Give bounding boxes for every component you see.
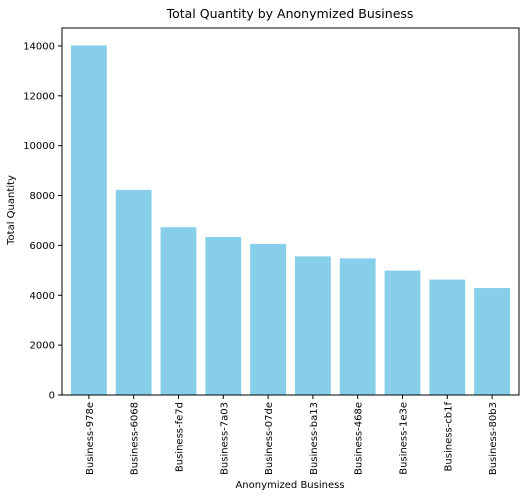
plot-frame <box>61 27 520 396</box>
x-tick-label: Business-7a03 <box>219 402 230 475</box>
y-tick-label: 14000 <box>23 41 55 52</box>
x-tick-label: Business-468e <box>354 402 365 475</box>
bar-business-fe7d <box>160 227 197 395</box>
bar-business-468e <box>339 258 376 395</box>
y-tick-label: 0 <box>49 391 55 402</box>
y-tick-label: 8000 <box>30 191 55 202</box>
x-tick-label: Business-cb1f <box>443 402 454 472</box>
x-tick-label: Business-6068 <box>130 402 141 475</box>
x-tick-label: Business-1e3e <box>399 402 410 475</box>
bar-business-ba13 <box>294 256 331 395</box>
bars-layer <box>70 45 511 395</box>
y-tick-label: 4000 <box>30 291 55 302</box>
y-axis-ticks: 0 2000 4000 6000 8000 10000 12000 14000 <box>23 41 62 402</box>
y-tick-label: 2000 <box>30 341 55 352</box>
x-axis-ticks: Business-978e Business-6068 Business-fe7d B… <box>85 395 499 475</box>
bar-business-7a03 <box>205 236 242 395</box>
bar-business-1e3e <box>384 270 421 395</box>
chart-title: Total Quantity by Anonymized Business <box>166 6 414 21</box>
y-axis-label: Total Quantity <box>6 175 17 246</box>
bar-business-978e <box>70 45 107 395</box>
y-tick-label: 12000 <box>23 91 55 102</box>
bar-business-6068 <box>115 189 152 395</box>
bar-business-80b3 <box>474 288 511 395</box>
y-tick-label: 6000 <box>30 241 55 252</box>
x-tick-label: Business-80b3 <box>488 402 499 475</box>
x-tick-label: Business-978e <box>85 402 96 475</box>
x-tick-label: Business-ba13 <box>309 402 320 475</box>
x-tick-label: Business-07de <box>264 402 275 475</box>
bar-business-07de <box>250 243 287 395</box>
y-tick-label: 10000 <box>23 141 55 152</box>
x-tick-label: Business-fe7d <box>174 402 185 472</box>
x-axis-label: Anonymized Business <box>235 480 344 491</box>
bar-business-cb1f <box>429 279 466 395</box>
